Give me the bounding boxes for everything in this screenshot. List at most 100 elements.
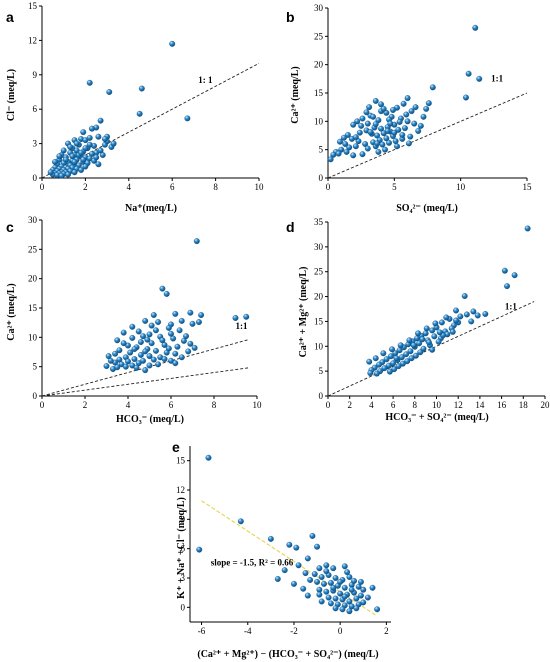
data-point-c [174, 343, 181, 350]
data-point-b [386, 139, 392, 146]
x-tick-label-d: 16 [497, 400, 507, 410]
y-tick-label-c: 10 [28, 332, 38, 342]
data-point-e [332, 575, 339, 581]
data-point-b [429, 84, 436, 91]
data-point-d [373, 370, 380, 377]
data-point-b [370, 113, 377, 120]
data-point-c [129, 323, 136, 330]
x-tick-label-d: 12 [454, 400, 463, 410]
data-point-c [131, 346, 138, 353]
y-tick-label-b: 30 [314, 3, 324, 13]
data-point-a [47, 169, 54, 176]
data-point-e [341, 563, 348, 570]
y-tick-label-b: 10 [314, 116, 324, 126]
x-axis-label-b: SO₄²⁻ (meq/L) [396, 203, 458, 214]
data-point-e [267, 535, 274, 542]
y-tick-label-b: 15 [314, 88, 324, 98]
data-point-e [196, 546, 203, 553]
data-point-e [304, 592, 311, 599]
data-point-b [342, 141, 349, 147]
data-point-b [367, 129, 374, 136]
data-point-a [80, 129, 87, 136]
data-point-c [137, 339, 144, 345]
x-tick-label-c: 2 [83, 400, 88, 410]
y-axis-label-e: K⁺ + Na⁺ +Cl⁻ (meq/L) [176, 497, 187, 599]
data-point-d [406, 337, 413, 344]
y-tick-label-d: 35 [314, 217, 324, 227]
data-point-b [380, 105, 387, 112]
data-point-c [189, 320, 196, 327]
data-point-a [78, 149, 85, 156]
y-tick-label-e: 6 [181, 544, 186, 554]
data-point-c [133, 364, 140, 371]
data-point-d [397, 342, 404, 349]
data-point-e [332, 595, 339, 602]
x-tick-label-a: 6 [170, 182, 175, 192]
data-point-c [131, 356, 138, 362]
data-point-c [150, 356, 157, 363]
data-point-b [372, 121, 379, 128]
x-tick-label-c: 8 [212, 400, 217, 410]
data-point-b [352, 143, 359, 150]
data-point-c [120, 340, 127, 347]
data-point-a [82, 145, 89, 152]
x-axis-label-a: Na⁺(meq/L) [125, 203, 177, 214]
data-point-c [159, 337, 166, 344]
data-point-c [185, 348, 192, 355]
data-point-e [369, 584, 376, 591]
data-point-a [62, 156, 69, 163]
data-point-e [318, 598, 325, 605]
y-tick-label-c: 5 [33, 362, 38, 372]
data-point-b [335, 150, 342, 157]
data-point-b [378, 125, 385, 132]
data-point-b [384, 128, 391, 134]
data-point-d [407, 348, 414, 355]
x-tick-label-a: 2 [83, 182, 88, 192]
data-point-d [403, 351, 410, 358]
data-point-b [463, 94, 469, 101]
data-point-d [416, 340, 423, 347]
data-point-d [457, 313, 464, 320]
scatter-panel-e: e (Ca²⁺ + Mg²⁺) − (HCO₃⁻ + SO₄²⁻) (meq/L… [172, 439, 391, 660]
data-point-b [340, 134, 347, 141]
data-point-c [193, 238, 200, 245]
x-tick-label-a: 4 [127, 182, 132, 192]
x-axis-label-d: HCO₃⁻ + SO₄²⁻ (meq/L) [385, 412, 488, 423]
data-point-c [165, 324, 172, 331]
x-tick-label-c: 6 [169, 400, 174, 410]
data-point-c [146, 331, 153, 338]
data-point-a [138, 85, 145, 92]
scatter-panel-d: d HCO₃⁻ + SO₄²⁻ (meq/L) Ca²⁺ + Mg²⁺ (meq… [286, 217, 550, 423]
data-point-c [116, 347, 123, 354]
data-point-e [327, 600, 334, 607]
data-point-c [105, 353, 112, 360]
data-point-c [112, 350, 119, 357]
data-point-d [504, 283, 510, 290]
reference-line-d [327, 301, 535, 397]
data-point-b [405, 140, 412, 147]
data-point-b [364, 145, 371, 152]
data-point-b [359, 151, 366, 158]
data-point-c [165, 345, 172, 352]
data-point-d [443, 314, 450, 321]
data-point-d [468, 318, 475, 325]
data-point-d [501, 267, 508, 274]
data-point-b [401, 125, 408, 132]
data-point-a [65, 171, 71, 178]
y-tick-label-b: 25 [314, 31, 324, 41]
data-point-b [403, 111, 410, 118]
data-point-d [410, 342, 417, 349]
data-point-b [400, 100, 407, 107]
y-tick-label-c: 30 [28, 215, 38, 225]
data-point-c [195, 319, 202, 326]
data-point-c [127, 349, 134, 356]
data-point-e [358, 578, 364, 585]
y-tick-label-d: 15 [314, 316, 324, 326]
data-point-b [378, 101, 385, 108]
data-point-b [412, 104, 419, 111]
data-point-e [274, 576, 281, 582]
data-point-d [435, 338, 442, 345]
data-point-c [114, 337, 121, 344]
data-point-e [300, 585, 307, 592]
data-point-d [438, 319, 445, 326]
